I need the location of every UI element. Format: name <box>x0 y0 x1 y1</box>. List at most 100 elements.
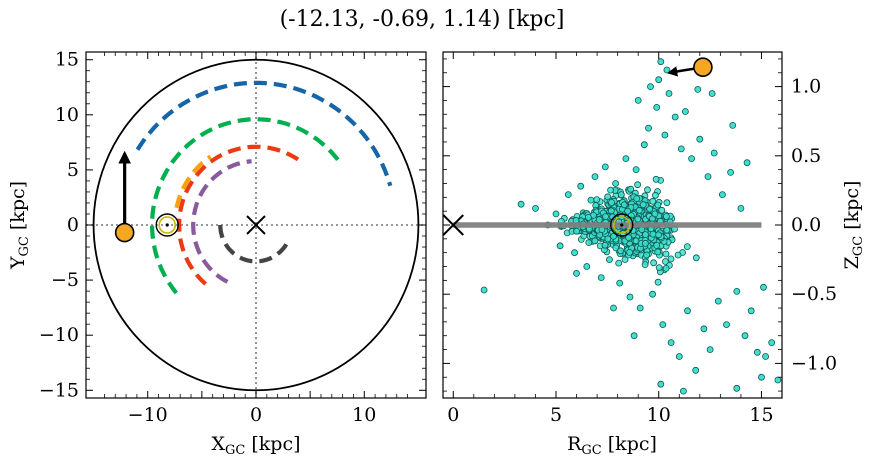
right-panel: 0 5 10 15 −1.0 −0.5 0.0 0.5 1.0 RGC [kpc] ZGC [k… <box>442 51 866 458</box>
left-ytick-label: 5 <box>67 159 79 181</box>
scatter-point <box>573 269 580 277</box>
left-ytick-label: −15 <box>39 379 79 401</box>
scatter-point <box>601 163 609 171</box>
left-ytick-label: 15 <box>55 49 79 71</box>
right-xtick-label: 10 <box>647 404 671 426</box>
scatter-point <box>652 175 660 183</box>
scatter-point <box>723 321 730 329</box>
scatter-point <box>644 186 651 194</box>
scatter-point <box>615 259 623 267</box>
right-xtick-label: 0 <box>447 404 459 426</box>
scatter-point <box>662 250 670 258</box>
scatter-point <box>659 321 667 329</box>
left-ytick-label: 10 <box>55 104 79 126</box>
scatter-point <box>517 200 525 208</box>
scatter-point <box>604 193 612 201</box>
right-ytick-label: 0.0 <box>791 214 821 236</box>
scatter-point <box>729 122 737 129</box>
sun-marker <box>620 223 624 227</box>
scatter-point <box>714 297 722 305</box>
scatter-point <box>649 197 657 205</box>
scatter-point <box>636 304 644 312</box>
scatter-point <box>758 373 765 381</box>
scatter-point <box>640 141 648 149</box>
scatter-point <box>612 180 619 187</box>
scatter-point <box>655 76 663 84</box>
scatter-point <box>606 256 613 264</box>
scatter-point <box>532 204 539 212</box>
scatter-point <box>762 353 769 360</box>
left-xtick-label: 10 <box>352 404 376 426</box>
right-ytick-label: 1.0 <box>791 76 821 98</box>
scatter-point <box>719 191 726 199</box>
scatter-point <box>616 279 624 287</box>
scatter-point <box>760 283 767 291</box>
object-marker <box>693 57 713 78</box>
scatter-point <box>626 293 634 301</box>
scatter-point <box>683 243 691 251</box>
left-ylabel: YGC [kpc] <box>7 181 32 270</box>
scatter-point <box>654 248 662 256</box>
scatter-point <box>627 185 635 193</box>
scatter-point <box>608 199 615 206</box>
scatter-point <box>571 249 578 257</box>
scatter-point <box>663 226 671 234</box>
scatter-point <box>630 332 638 340</box>
scatter-point <box>743 159 751 167</box>
scatter-point <box>696 135 704 143</box>
left-ytick-label: 0 <box>67 214 79 236</box>
scatter-point <box>768 339 776 347</box>
scatter-point <box>625 234 632 242</box>
scatter-point <box>662 258 669 265</box>
scatter-point <box>662 264 670 272</box>
scatter-point <box>674 251 682 259</box>
scatter-point <box>607 207 615 215</box>
scatter-point <box>602 213 609 221</box>
spiral-arm-4 <box>176 144 305 286</box>
scatter-point <box>694 86 702 93</box>
sun-marker <box>610 213 634 237</box>
scatter-point <box>634 181 641 189</box>
scatter-point <box>643 251 650 259</box>
scatter-point <box>552 210 560 218</box>
scatter-point <box>682 108 689 115</box>
scatter-point <box>595 216 603 224</box>
scatter-point <box>652 191 659 199</box>
scatter-point <box>601 241 609 249</box>
scatter-point <box>620 201 628 209</box>
scatter-point <box>657 380 665 388</box>
scatter-point <box>753 348 761 356</box>
scatter-point <box>617 191 625 199</box>
scatter-point <box>649 230 657 238</box>
scatter-point <box>733 384 741 392</box>
scatter-point <box>632 166 640 174</box>
scatter-point <box>617 247 624 255</box>
scatter-point <box>622 155 630 163</box>
scatter-point <box>649 290 656 298</box>
spiral-arm-2 <box>149 117 342 295</box>
scatter-point <box>645 124 652 132</box>
scatter-point <box>577 182 585 190</box>
scatter-point <box>647 83 654 90</box>
scatter-point <box>556 242 564 250</box>
scatter-point <box>573 227 580 235</box>
galaxy-boundary-circle <box>92 58 420 392</box>
scatter-point <box>675 353 683 360</box>
scatter-point <box>655 264 663 272</box>
object-marker <box>114 222 135 243</box>
scatter-point <box>612 244 620 252</box>
scatter-point <box>587 196 595 204</box>
scatter-point <box>635 206 643 214</box>
scatter-point <box>667 255 675 263</box>
scatter-point <box>653 104 661 111</box>
scatter-point <box>480 286 488 294</box>
scatter-point <box>633 195 641 203</box>
right-xtick-label: 15 <box>749 404 773 426</box>
scatter-point <box>585 239 593 247</box>
scatter-point <box>665 90 673 97</box>
scatter-point <box>658 206 666 214</box>
scatter-point <box>607 186 614 194</box>
scatter-point <box>654 201 662 209</box>
scatter-point <box>593 196 601 204</box>
